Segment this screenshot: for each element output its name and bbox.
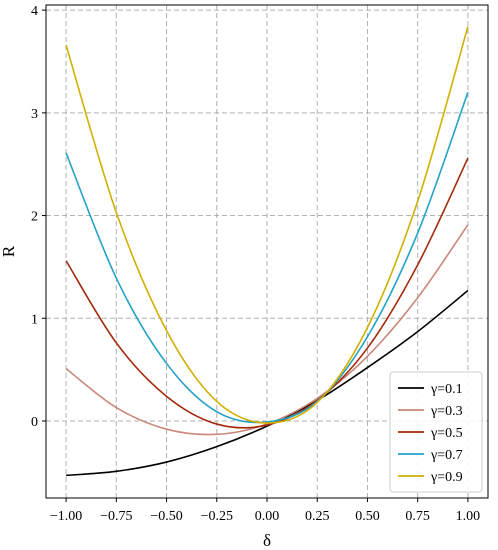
- legend: γ=0.1 γ=0.3 γ=0.5 γ=0.7 γ=0.9: [389, 371, 483, 493]
- x-tick-label: −1.00: [50, 509, 82, 524]
- legend-box: [389, 371, 483, 493]
- legend-label: γ=0.9: [430, 470, 463, 485]
- y-tick-label: 1: [31, 312, 38, 327]
- x-tick-label: −0.50: [150, 509, 182, 524]
- legend-label: γ=0.1: [430, 382, 463, 397]
- legend-label: γ=0.5: [430, 426, 463, 441]
- x-tick-label: 0.25: [305, 509, 330, 524]
- series-layer: [65, 26, 469, 477]
- x-tick-label: 1.00: [456, 509, 481, 524]
- legend-label: γ=0.7: [430, 448, 463, 463]
- x-tick-label: −0.25: [201, 509, 233, 524]
- series-line: [65, 92, 469, 424]
- series-line: [65, 157, 469, 429]
- y-tick-label: 3: [31, 107, 38, 122]
- series-line: [65, 26, 469, 424]
- legend-label: γ=0.3: [430, 404, 463, 419]
- series-line: [66, 289, 469, 477]
- y-tick-label: 0: [31, 415, 38, 430]
- x-tick-label: −0.75: [100, 509, 132, 524]
- y-tick-label: 2: [31, 210, 38, 225]
- x-tick-label: 0.00: [255, 509, 280, 524]
- x-axis-label: δ: [263, 531, 271, 550]
- y-axis-label: R: [0, 245, 18, 257]
- x-tick-label: 0.75: [405, 509, 430, 524]
- axis-ticks: −1.00 −0.75 −0.50 −0.25 0.00 0.25 0.50 0.75 1.00…: [31, 4, 480, 524]
- x-tick-label: 0.50: [355, 509, 380, 524]
- y-tick-label: 4: [31, 4, 38, 19]
